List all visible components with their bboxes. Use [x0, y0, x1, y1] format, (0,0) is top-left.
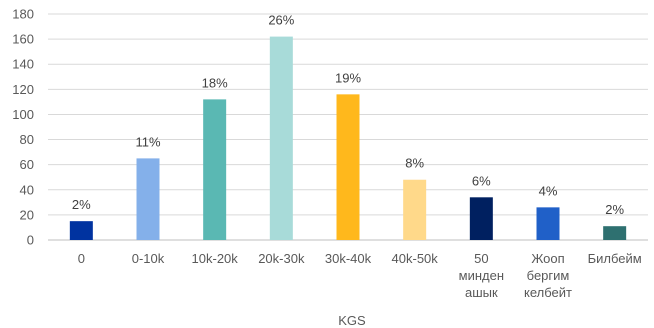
data-label: 6% [472, 173, 491, 188]
data-label: 11% [135, 134, 160, 149]
bar [203, 99, 227, 240]
x-axis: 0 0-10k 10k-20k 20k-30k 30k-40k 40k-50k 50 минд… [78, 251, 642, 300]
data-label: 2% [72, 197, 91, 212]
data-label: 19% [335, 70, 361, 85]
y-tick-label: 40 [20, 182, 34, 197]
x-tick-label: бергим [527, 268, 570, 283]
x-axis-title: KGS [338, 313, 366, 328]
x-tick-label: 0-10k [132, 251, 165, 266]
bar [136, 158, 160, 240]
x-tick-label: минден [459, 268, 504, 283]
bar [69, 221, 93, 240]
x-tick-label: келбейт [524, 285, 572, 300]
x-tick-label: 50 [474, 251, 488, 266]
data-label: 4% [539, 183, 558, 198]
x-tick-label: Билбейм [588, 251, 642, 266]
data-labels: 2% 11% 18% 26% 19% 8% 6% 4% 2% [72, 13, 625, 218]
x-tick-label: 0 [78, 251, 85, 266]
x-tick-label: ашык [465, 285, 498, 300]
y-tick-label: 100 [12, 107, 34, 122]
bar [336, 94, 360, 240]
data-label: 2% [605, 202, 624, 217]
bar [469, 197, 493, 240]
data-label: 26% [268, 13, 294, 28]
data-label: 18% [202, 75, 228, 90]
bar [269, 36, 293, 240]
x-tick-label: 10k-20k [192, 251, 239, 266]
x-tick-label: Жооп [531, 251, 564, 266]
bar [603, 226, 627, 240]
data-label: 8% [405, 156, 424, 171]
bars [69, 36, 627, 240]
y-tick-label: 20 [20, 207, 34, 222]
y-tick-label: 180 [12, 7, 34, 22]
y-tick-label: 120 [12, 82, 34, 97]
y-axis: 0 20 40 60 80 100 120 140 160 180 [12, 7, 34, 248]
y-tick-label: 80 [20, 132, 34, 147]
y-tick-label: 160 [12, 32, 34, 47]
y-tick-label: 60 [20, 157, 34, 172]
x-tick-label: 30k-40k [325, 251, 372, 266]
x-tick-label: 20k-30k [258, 251, 305, 266]
bar [536, 207, 560, 240]
bar [403, 179, 427, 240]
y-tick-label: 0 [27, 233, 34, 248]
y-tick-label: 140 [12, 57, 34, 72]
x-tick-label: 40k-50k [392, 251, 439, 266]
